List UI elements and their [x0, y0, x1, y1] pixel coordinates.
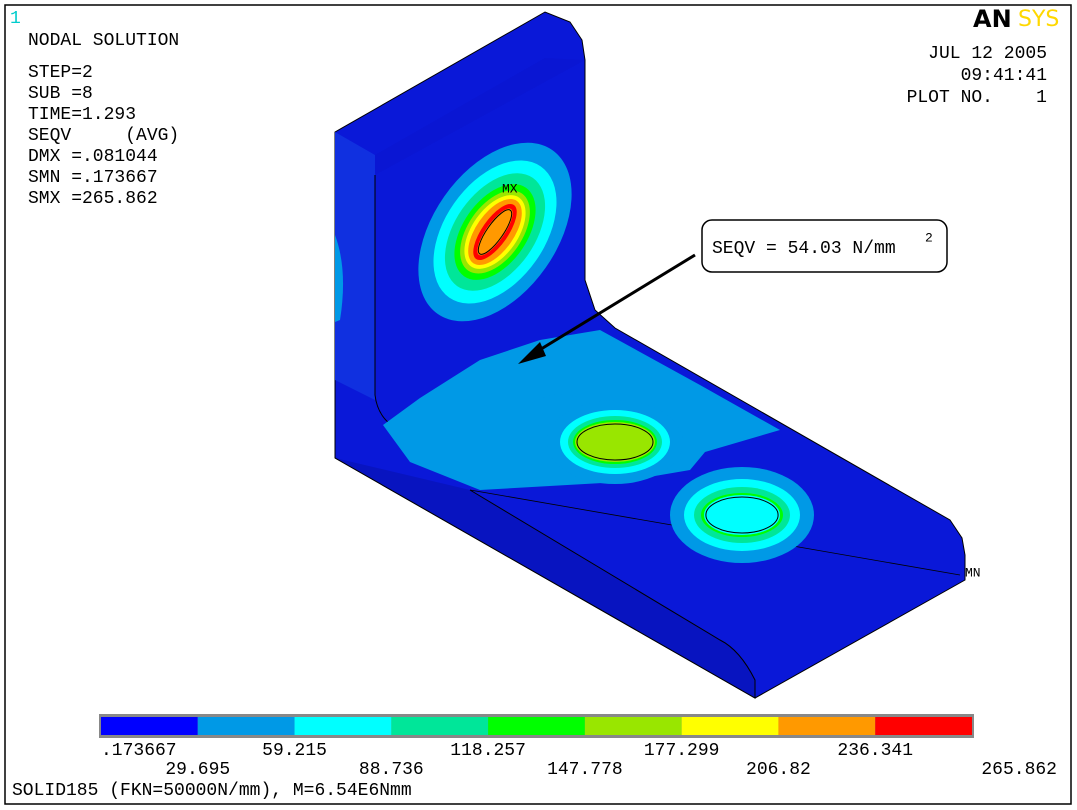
bracket-side: [335, 132, 375, 400]
info-line: SMN =.173667: [28, 168, 158, 188]
max-marker: MX: [502, 181, 518, 196]
info-line: SMX =265.862: [28, 189, 158, 209]
time: 09:41:41: [961, 66, 1047, 86]
legend-label: 265.862: [981, 760, 1057, 780]
info-line: DMX =.081044: [28, 147, 158, 167]
stress-zone: [519, 394, 577, 426]
contour-band: [704, 495, 780, 535]
logo-sys: SYS: [1018, 7, 1059, 32]
min-marker: MN: [965, 565, 981, 580]
annotation-box: [701, 219, 948, 273]
legend-swatch: [584, 717, 682, 735]
window-number: 1: [10, 9, 21, 29]
hole-edge: [576, 423, 654, 461]
logo-an: AN: [973, 5, 1012, 33]
bottom-edge: [334, 457, 756, 699]
date: JUL 12 2005: [928, 44, 1047, 64]
plot-title: NODAL SOLUTION: [28, 31, 179, 51]
plot-number: PLOT NO. 1: [907, 88, 1047, 108]
legend-swatch: [488, 717, 585, 735]
contour-band: [477, 208, 513, 256]
legend-label: 206.82: [746, 760, 811, 780]
annotation-arrow: [527, 253, 696, 359]
legend-swatch: [101, 717, 198, 735]
footer: SOLID185 (FKN=50000N/mm), M=6.54E6Nmm: [12, 781, 412, 801]
legend-label: 147.778: [547, 760, 623, 780]
info-line: TIME=1.293: [28, 105, 136, 125]
arrow-head: [518, 342, 546, 364]
legend-label: 88.736: [359, 760, 424, 780]
legend-label: 29.695: [165, 760, 230, 780]
hole-edge: [477, 209, 513, 255]
bracket-model: [334, 11, 966, 699]
legend-label: 118.257: [450, 741, 526, 761]
annotation-text: SEQV = 54.03 N/mm: [712, 239, 896, 259]
hole-edge: [705, 496, 779, 534]
legend-swatch: [681, 717, 779, 735]
annotation-superscript: 2: [925, 230, 933, 245]
legend-label: 236.341: [837, 741, 913, 761]
legend-label: 177.299: [644, 741, 720, 761]
legend-swatch: [778, 717, 876, 735]
stress-zone: [335, 235, 344, 322]
info-line: STEP=2: [28, 63, 93, 83]
contour-band: [575, 422, 655, 462]
bend-shade: [375, 58, 585, 175]
legend-swatch: [294, 717, 392, 735]
info-line: SUB =8: [28, 84, 93, 104]
legend-label: 59.215: [262, 741, 327, 761]
legend-swatch: [197, 717, 295, 735]
info-line: SEQV (AVG): [28, 126, 179, 146]
legend-label: .173667: [101, 741, 177, 761]
legend-swatch: [875, 717, 972, 735]
legend-swatch: [391, 717, 489, 735]
